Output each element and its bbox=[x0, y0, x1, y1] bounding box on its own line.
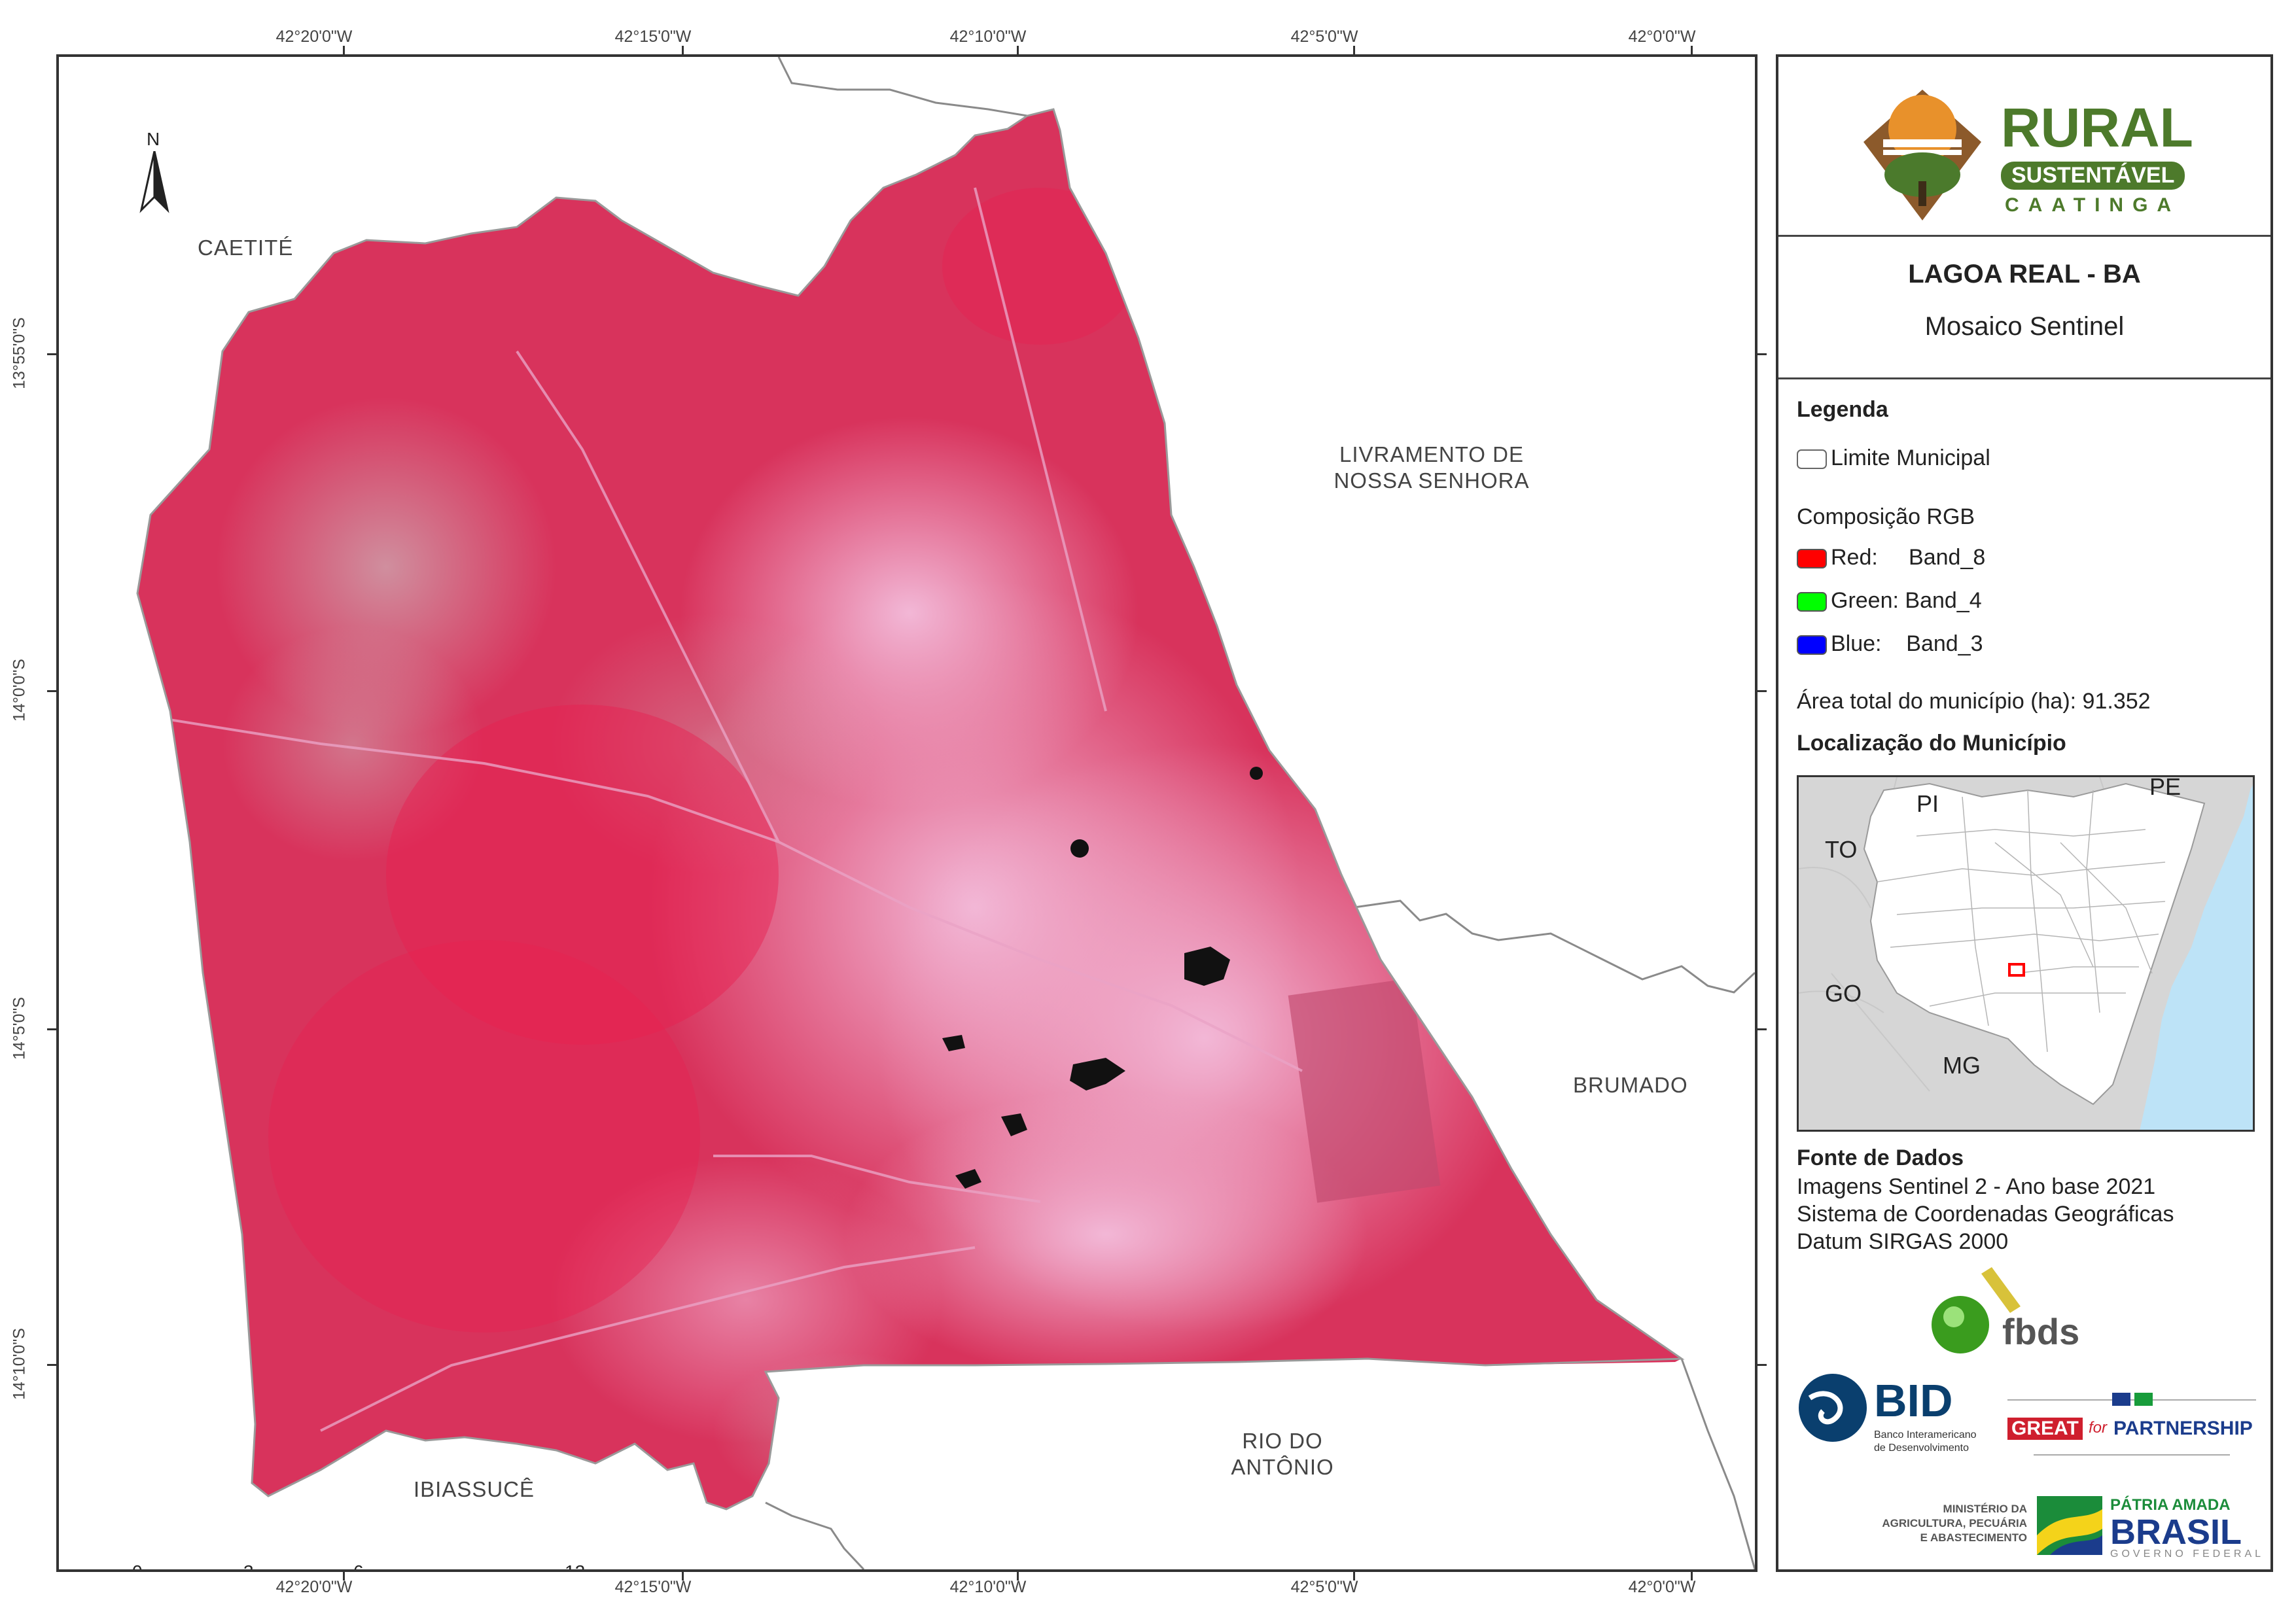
ministry-line1: MINISTÉRIO DA bbox=[1943, 1503, 2027, 1515]
label-rio-line2: ANTÔNIO bbox=[1231, 1455, 1334, 1479]
legend-green: Green: Band_4 bbox=[1831, 588, 1982, 613]
legend-blue: Blue: Band_3 bbox=[1831, 631, 1983, 656]
governo-text: GOVERNO FEDERAL bbox=[2110, 1548, 2265, 1560]
map-frame: N CAETITÉ LIVRAMENTO DE NOSSA SENHORA BR… bbox=[56, 54, 1757, 1572]
boundary-swatch bbox=[1797, 449, 1827, 469]
rural-sustentavel-logo: RURAL SUSTENTÁVEL CAATINGA bbox=[1778, 70, 2270, 240]
scale-label-6: 6 bbox=[353, 1562, 364, 1572]
legend-area: Área total do município (ha): 91.352 bbox=[1797, 689, 2151, 714]
grid-label-bottom-5: 42°0'0"W bbox=[1628, 1578, 1696, 1596]
logo-sustentavel: SUSTENTÁVEL bbox=[2001, 162, 2185, 190]
legend-red: Red: Band_8 bbox=[1831, 545, 1986, 570]
inset-label-to: TO bbox=[1825, 836, 1858, 863]
grid-label-top-3: 42°10'0"W bbox=[949, 27, 1027, 46]
inset-label-mg: MG bbox=[1943, 1052, 1981, 1079]
label-livramento-line1: LIVRAMENTO DE bbox=[1339, 442, 1524, 466]
grid-label-bottom-1: 42°20'0"W bbox=[275, 1578, 353, 1596]
fbds-text: fbds bbox=[2002, 1311, 2080, 1352]
label-ibiassuce: IBIASSUCÊ bbox=[414, 1477, 535, 1501]
north-arrow-icon bbox=[139, 151, 169, 213]
fbds-logo-icon bbox=[1932, 1267, 2021, 1353]
scale-label-3: 3 bbox=[243, 1562, 254, 1572]
label-rio-do-antonio: RIO DO ANTÔNIO bbox=[1210, 1428, 1354, 1480]
red-swatch bbox=[1797, 549, 1827, 568]
satellite-map bbox=[136, 57, 1755, 1569]
north-label: N bbox=[147, 129, 160, 149]
bid-logo-icon bbox=[1799, 1374, 1867, 1442]
sources-heading: Fonte de Dados bbox=[1797, 1145, 1964, 1170]
sources-line1: Imagens Sentinel 2 - Ano base 2021 bbox=[1797, 1174, 2156, 1199]
ministry-line3: E ABASTECIMENTO bbox=[1920, 1531, 2027, 1544]
grid-label-top-1: 42°20'0"W bbox=[275, 27, 353, 46]
blue-swatch bbox=[1797, 635, 1827, 655]
map-title: LAGOA REAL - BA bbox=[1908, 260, 2141, 288]
ministry-line2: AGRICULTURA, PECUÁRIA bbox=[1882, 1517, 2027, 1529]
grid-label-left-1: 13°55'0"S bbox=[10, 317, 29, 389]
grid-label-top-2: 42°15'0"W bbox=[614, 27, 692, 46]
grid-label-bottom-4: 42°5'0"W bbox=[1290, 1578, 1358, 1596]
legend-composition: Composição RGB bbox=[1797, 504, 1975, 529]
bid-sub1: Banco Interamericano bbox=[1874, 1429, 1977, 1440]
brasil-government-logo: PÁTRIA AMADA BRASIL GOVERNO FEDERAL bbox=[2037, 1496, 2261, 1562]
brasil-flag-icon bbox=[2037, 1496, 2102, 1555]
bid-logo: BID Banco Interamericano de Desenvolvime… bbox=[1797, 1372, 1993, 1470]
label-brumado: BRUMADO bbox=[1573, 1073, 1688, 1097]
municipality-mosaic bbox=[137, 109, 1682, 1509]
label-caetite: CAETITÉ bbox=[198, 236, 294, 260]
for-text: for bbox=[2089, 1419, 2108, 1437]
inset-label-pe: PE bbox=[2149, 775, 2181, 800]
label-livramento: LIVRAMENTO DE NOSSA SENHORA bbox=[1320, 442, 1543, 494]
fbds-logo: fbds bbox=[1929, 1267, 2099, 1359]
legend-heading: Legenda bbox=[1797, 397, 1888, 422]
rural-logo-icon bbox=[1863, 90, 1981, 220]
grid-label-left-4: 14°10'0"S bbox=[10, 1328, 29, 1400]
logo-caatinga: CAATINGA bbox=[2005, 194, 2181, 216]
bahia-state-map bbox=[1799, 777, 2253, 1130]
grid-label-left-2: 14°0'0"S bbox=[10, 659, 29, 722]
brasil-text: BRASIL bbox=[2110, 1512, 2242, 1552]
logo-rural: RURAL bbox=[2001, 97, 2193, 158]
sources-line3: Datum SIRGAS 2000 bbox=[1797, 1229, 2009, 1254]
scale-label-12: 12 km bbox=[565, 1562, 586, 1572]
great-text: GREAT bbox=[2007, 1418, 2083, 1440]
inset-label-pi: PI bbox=[1916, 790, 1939, 817]
municipality-location-marker bbox=[2008, 963, 2025, 977]
map-subtitle: Mosaico Sentinel bbox=[1924, 312, 2125, 341]
grid-label-top-4: 42°5'0"W bbox=[1290, 27, 1358, 46]
north-arrow: N bbox=[135, 129, 174, 214]
municipal-boundary bbox=[136, 108, 1685, 1510]
inset-label-go: GO bbox=[1825, 980, 1862, 1007]
label-livramento-line2: NOSSA SENHORA bbox=[1333, 468, 1530, 493]
ministry-logo: MINISTÉRIO DA AGRICULTURA, PECUÁRIA E AB… bbox=[1831, 1503, 2027, 1562]
sources-line2: Sistema de Coordenadas Geográficas bbox=[1797, 1202, 2174, 1227]
info-panel: RURAL SUSTENTÁVEL CAATINGA LAGOA REAL - … bbox=[1776, 54, 2273, 1572]
great-partnership-logo: GREAT for PARTNERSHIP bbox=[2007, 1391, 2256, 1463]
grid-label-bottom-2: 42°15'0"W bbox=[614, 1578, 692, 1596]
grid-label-bottom-3: 42°10'0"W bbox=[949, 1578, 1027, 1596]
location-heading: Localização do Município bbox=[1797, 731, 2066, 756]
bid-sub2: de Desenvolvimento bbox=[1874, 1442, 1969, 1454]
green-swatch bbox=[1797, 592, 1827, 612]
grid-label-left-3: 14°5'0"S bbox=[10, 997, 29, 1060]
scale-bar: 0 3 6 12 km bbox=[132, 1562, 594, 1572]
label-rio-line1: RIO DO bbox=[1242, 1429, 1323, 1453]
scale-label-0: 0 bbox=[132, 1562, 143, 1572]
grid-label-top-5: 42°0'0"W bbox=[1628, 27, 1696, 46]
patria-text: PÁTRIA AMADA bbox=[2110, 1496, 2231, 1514]
legend-boundary: Limite Municipal bbox=[1831, 445, 1990, 470]
neighbor-boundaries bbox=[765, 57, 1755, 1569]
partnership-text: PARTNERSHIP bbox=[2113, 1418, 2253, 1439]
bid-text: BID bbox=[1874, 1375, 1953, 1426]
location-inset-map: PI PE TO GO MG bbox=[1797, 775, 2255, 1132]
